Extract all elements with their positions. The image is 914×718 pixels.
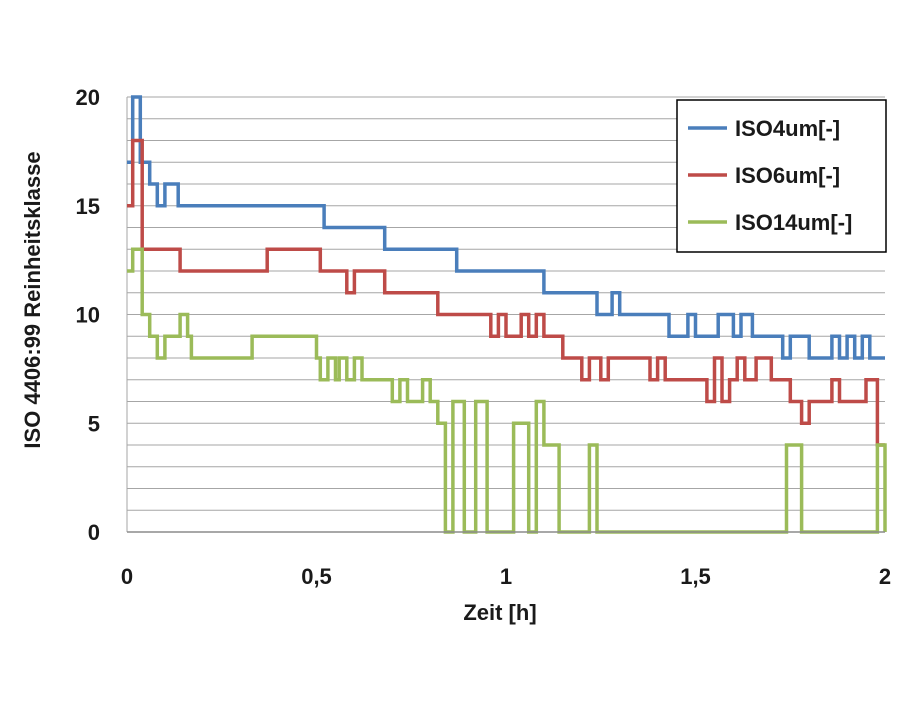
y-axis-title: ISO 4406:99 Reinheitsklasse — [20, 151, 45, 448]
x-tick-label: 0,5 — [301, 564, 332, 589]
legend-label: ISO4um[-] — [735, 116, 840, 141]
legend-label: ISO14um[-] — [735, 210, 852, 235]
y-tick-label: 20 — [76, 85, 100, 110]
x-tick-label: 2 — [879, 564, 891, 589]
y-tick-labels: 0 5 10 15 20 — [76, 85, 100, 545]
series-line-2 — [127, 138, 885, 447]
y-tick-label: 10 — [76, 303, 100, 328]
x-tick-label: 0 — [121, 564, 133, 589]
legend-label: ISO6um[-] — [735, 163, 840, 188]
x-axis-title: Zeit [h] — [463, 600, 536, 625]
y-tick-label: 5 — [88, 411, 100, 436]
legend-items: ISO4um[-] ISO6um[-] ISO14um[-] — [688, 116, 852, 235]
series-layer — [127, 95, 887, 534]
x-tick-label: 1 — [500, 564, 512, 589]
x-tick-labels: 0 0,5 1 1,5 2 — [121, 564, 891, 589]
y-tick-label: 15 — [76, 194, 100, 219]
x-tick-label: 1,5 — [680, 564, 711, 589]
series-line-3 — [127, 247, 887, 534]
legend: ISO4um[-] ISO6um[-] ISO14um[-] — [676, 99, 887, 253]
y-tick-label: 0 — [88, 520, 100, 545]
series-line-1 — [127, 95, 885, 360]
